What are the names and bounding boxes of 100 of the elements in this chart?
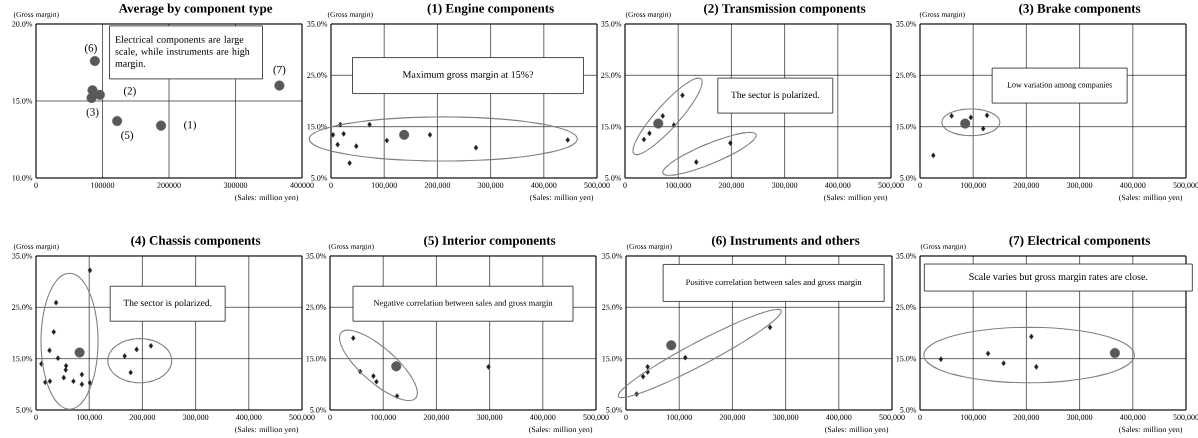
annotation: Positive correlation between sales and gross margin: [685, 279, 862, 287]
x-tick-label: 0: [918, 182, 922, 188]
x-tick-label: 400,000: [235, 414, 262, 422]
y-tick-label: 25.0%: [601, 72, 622, 79]
point: [94, 89, 105, 100]
x-axis-title: (Sales: million yen): [235, 426, 299, 434]
y-tick-label: 25.0%: [307, 72, 328, 79]
x-tick-label: 400,000: [1119, 414, 1146, 422]
chart-title: (2) Transmission components: [704, 3, 866, 16]
y-tick-label: 5.0%: [900, 175, 917, 181]
point: [374, 378, 379, 385]
x-tick-label: 300,000: [476, 414, 503, 422]
point: [347, 160, 352, 166]
point: [367, 121, 372, 128]
y-tick-label: 15.0%: [12, 98, 33, 104]
x-tick-label: 100,000: [665, 182, 691, 190]
chart-title: (6) Instruments and others: [711, 235, 860, 248]
point: [949, 113, 954, 119]
point: [984, 112, 990, 119]
point: [74, 347, 85, 358]
chart-title: Average by component type: [118, 3, 273, 16]
y-tick-label: 35.0%: [306, 253, 327, 259]
point: [61, 374, 66, 381]
point: [728, 140, 733, 146]
point: [427, 132, 433, 138]
point: [384, 137, 390, 144]
y-tick-label: 35.0%: [12, 253, 33, 259]
x-tick-label: 0: [623, 182, 627, 188]
point: [486, 364, 491, 370]
y-tick-label: 35.0%: [896, 21, 917, 27]
x-tick-label: 500,000: [1173, 414, 1198, 422]
y-tick-label: 5.0%: [16, 407, 33, 413]
x-tick-label: 100,000: [960, 414, 986, 422]
y-tick-label: 20.0%: [12, 21, 33, 27]
point: [71, 378, 76, 385]
x-tick-label: 0: [918, 414, 922, 420]
x-tick-label: 500,000: [584, 182, 610, 190]
x-tick-label: 400,000: [824, 182, 851, 190]
point: [985, 350, 991, 357]
x-axis-title: (Sales: million yen): [235, 194, 299, 202]
point: [565, 137, 570, 143]
y-tick-label: 15.0%: [602, 355, 623, 362]
y-tick-label: 5.0%: [606, 407, 623, 413]
chart-title: (7) Electrical components: [1009, 235, 1151, 248]
x-axis-title: (Sales: million yen): [1119, 426, 1183, 434]
x-tick-label: 0: [34, 414, 38, 420]
x-tick-label: 300,000: [772, 414, 799, 422]
x-tick-label: 100,000: [371, 182, 397, 190]
y-tick-label: 25.0%: [12, 304, 33, 311]
point: [112, 116, 123, 127]
x-axis-title: (Sales: million yen): [825, 426, 889, 434]
point: [351, 335, 356, 341]
point: [86, 92, 97, 103]
point: [89, 55, 100, 66]
point: [79, 371, 85, 378]
point: [47, 347, 52, 354]
x-tick-label: 200,000: [718, 182, 745, 190]
y-tick-label: 15.0%: [896, 355, 917, 362]
chart-title: (4) Chassis components: [131, 235, 261, 248]
y-tick-label: 35.0%: [602, 253, 623, 259]
point: [354, 143, 359, 149]
point: [399, 129, 410, 140]
x-tick-label: 500,000: [878, 182, 904, 190]
annotation: (5): [121, 131, 134, 141]
annotation: Low variation among companies: [1007, 82, 1112, 90]
point: [938, 356, 944, 362]
annotation: (7): [273, 65, 286, 76]
chart-title: (1) Engine components: [427, 3, 554, 16]
y-tick-label: 15.0%: [306, 355, 327, 362]
point: [473, 144, 479, 151]
point: [148, 343, 154, 349]
point: [156, 120, 167, 131]
point: [647, 130, 652, 137]
point: [134, 346, 139, 353]
point: [122, 353, 127, 359]
point: [128, 369, 133, 376]
x-tick-label: 100,000: [666, 414, 692, 422]
x-tick-label: 100,000: [76, 414, 102, 422]
x-tick-label: 100000: [91, 182, 115, 188]
point: [666, 340, 677, 351]
point: [1109, 348, 1120, 359]
x-tick-label: 0: [329, 182, 333, 188]
x-tick-label: 300,000: [1066, 414, 1093, 422]
x-tick-label: 300,000: [477, 182, 504, 190]
y-tick-label: 25.0%: [602, 304, 623, 311]
x-tick-label: 500,000: [289, 414, 315, 422]
point: [274, 80, 285, 91]
point: [931, 152, 936, 159]
y-tick-label: 25.0%: [306, 304, 327, 311]
y-tick-label: 10.0%: [12, 175, 33, 181]
point: [330, 132, 336, 138]
point: [79, 381, 85, 388]
y-tick-label: 15.0%: [601, 123, 622, 130]
point: [968, 114, 974, 121]
point: [51, 329, 56, 335]
x-tick-label: 200,000: [424, 182, 451, 190]
point: [371, 373, 376, 379]
x-tick-label: 300,000: [1066, 182, 1093, 190]
x-tick-label: 500,000: [879, 414, 905, 422]
annotation: Electrical components are large scale, while instruments are high margin.: [115, 35, 250, 69]
